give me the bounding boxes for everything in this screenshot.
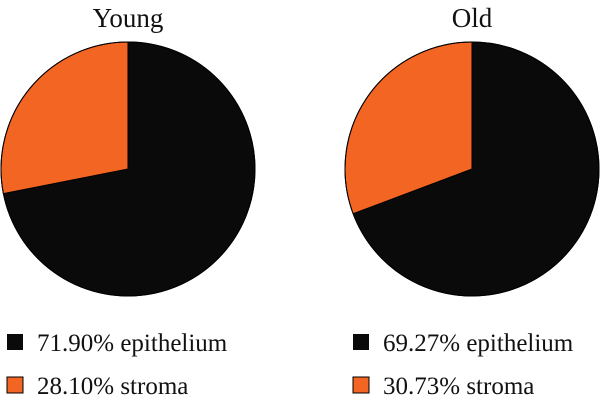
- legend-label-old-stroma: 30.73% stroma: [383, 373, 534, 400]
- legend-label-young-stroma: 28.10% stroma: [37, 373, 188, 400]
- legend-swatch-young-epithelium: [7, 334, 23, 350]
- legend-swatch-old-stroma: [352, 376, 370, 394]
- chart-title-old: Old: [452, 3, 493, 33]
- legend-item-young-epithelium: 71.90% epithelium: [7, 330, 228, 357]
- legend-young: 71.90% epithelium 28.10% stroma: [6, 330, 228, 400]
- legend-item-old-epithelium: 69.27% epithelium: [353, 330, 574, 357]
- chart-old: Old 69.27% epithelium 30.73% stroma: [344, 3, 600, 400]
- legend-old: 69.27% epithelium 30.73% stroma: [352, 330, 574, 400]
- legend-item-old-stroma: 30.73% stroma: [352, 373, 534, 400]
- pie-outline-old: [344, 41, 600, 297]
- chart-young: Young 71.90% epithelium 28.10% stroma: [0, 3, 256, 400]
- pie-slice-young-stroma: [0, 41, 129, 195]
- pie-outline-young: [0, 41, 256, 297]
- legend-swatch-old-epithelium: [353, 334, 369, 350]
- chart-title-young: Young: [93, 3, 164, 33]
- pie-young: [0, 41, 256, 297]
- legend-label-young-epithelium: 71.90% epithelium: [37, 330, 228, 357]
- legend-label-old-epithelium: 69.27% epithelium: [383, 330, 574, 357]
- pie-old: [344, 41, 600, 297]
- legend-swatch-young-stroma: [6, 376, 24, 394]
- legend-item-young-stroma: 28.10% stroma: [6, 373, 188, 400]
